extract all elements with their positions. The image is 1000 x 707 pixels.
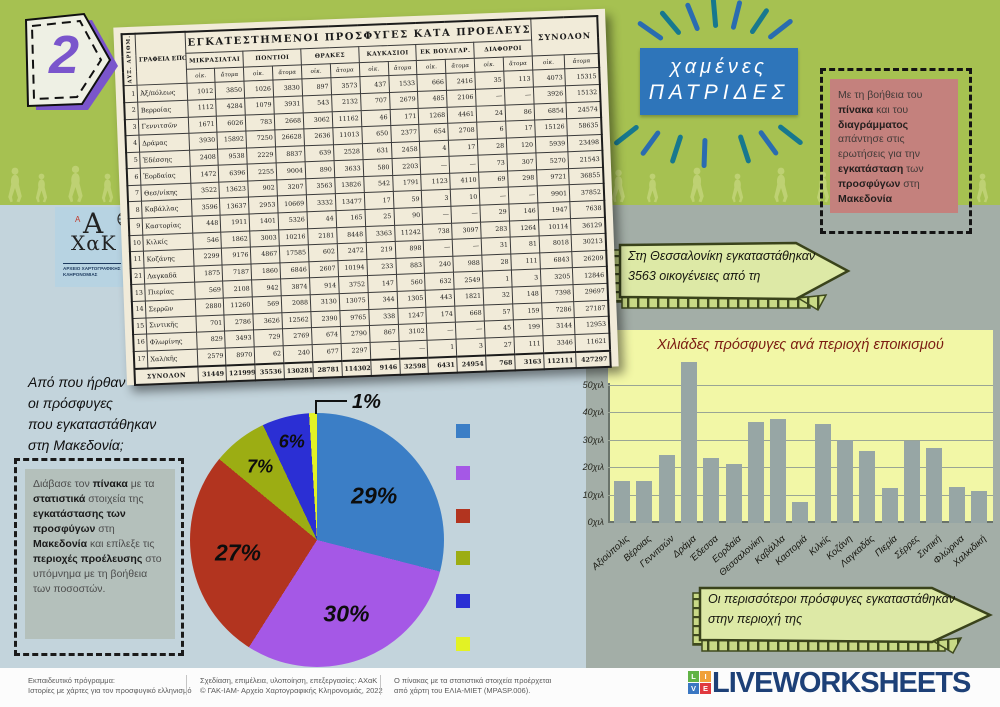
legend-swatch-5[interactable] — [456, 594, 470, 608]
pie-slice-label: 29% — [351, 482, 398, 509]
gridline — [608, 412, 993, 413]
bar-chart-y-axis — [608, 383, 610, 523]
pie-slice-label: 27% — [214, 539, 261, 566]
badge-shape — [24, 12, 118, 110]
pie-slice-label: 6% — [278, 431, 305, 452]
logo-square-V: V — [688, 683, 699, 694]
legend-swatch-1[interactable] — [456, 424, 470, 438]
footer-credit-source: Ο πίνακας με τα στατιστικά στοιχεία προέ… — [394, 676, 552, 695]
axak-letter-a: Α — [83, 207, 104, 240]
badge-number: 2 — [48, 25, 80, 85]
y-tick-label: 10χιλ — [582, 489, 604, 500]
footer-divider — [186, 675, 187, 695]
bar-Δράμα — [680, 361, 697, 523]
refugee-table-paper: ΑΥΞ. ΑΡΙΘΜ. ΓΡΑΦΕΙΑ ΕΠΟΙΚΙΣΜΟΥ ΕΓΚΑΤΕΣΤΗΜΕ… — [113, 8, 619, 387]
axak-caption: ΑΡΧΕΙΟ ΧΑΡΤΟΓΡΑΦΙΚΗΣ ΚΛΗΡΟΝΟΜΙΑΣ — [63, 263, 121, 278]
gray-instruction-note: Διάβασε τον πίνακα με τα στατιστικά στοι… — [25, 469, 175, 639]
page-title-line1: χαμένες — [670, 56, 768, 78]
bar-Καβάλλα — [770, 418, 787, 523]
footer-credit-design: Σχεδίαση, επιμέλεια, υλοποίηση, επεξεργα… — [200, 676, 383, 695]
bar-Κοζάνη — [837, 439, 853, 523]
person-silhouette — [610, 169, 627, 203]
legend-swatch-3[interactable] — [456, 509, 470, 523]
step-badge: 2 — [22, 10, 122, 114]
axak-letters: ΧαΚ — [71, 231, 117, 255]
pie-slice-label: 7% — [247, 456, 274, 477]
pie-chart — [190, 413, 444, 667]
pie-label-1pct: 1% — [352, 391, 381, 413]
answer-banner-thessaloniki — [610, 240, 860, 319]
axak-small-red: A — [75, 215, 81, 224]
footer-divider — [380, 675, 381, 695]
banner-thessaloniki-line2: 3563 οικογένειες από τη — [628, 268, 818, 283]
person-silhouette — [66, 165, 85, 203]
bar-Καστοριά — [792, 502, 809, 523]
gridline — [608, 439, 993, 441]
refugee-table: ΑΥΞ. ΑΡΙΘΜ. ΓΡΑΦΕΙΑ ΕΠΟΙΚΙΣΜΟΥ ΕΓΚΑΤΕΣΤΗΜΕ… — [120, 14, 612, 387]
y-tick-label: 40χιλ — [582, 407, 604, 417]
person-silhouette — [688, 167, 706, 203]
legend-swatch-4[interactable] — [456, 551, 470, 565]
banner-region-line2: στην περιοχή της — [708, 611, 860, 626]
y-tick-label: 20χιλ — [582, 462, 604, 472]
person-silhouette — [730, 173, 745, 203]
pink-instruction-note: Με τη βοήθεια του πίνακα και του διαγράμ… — [830, 79, 958, 213]
y-tick-label: 30χιλ — [582, 434, 604, 445]
pie-callout-line — [315, 400, 347, 414]
bar-Αξιούπολις — [614, 480, 630, 523]
bar-Βέροιας — [636, 481, 653, 523]
bar-Λαγκαδάς — [859, 450, 876, 523]
y-tick-label: 50χιλ — [582, 379, 604, 390]
bar-chart-title: Χιλιάδες πρόσφυγες ανά περιοχή εποικισμο… — [657, 337, 944, 353]
person-silhouette — [645, 173, 660, 203]
bar-Εορδαία — [725, 463, 742, 523]
person-silhouette — [34, 173, 49, 203]
person-silhouette — [6, 167, 24, 203]
gridline — [608, 467, 993, 468]
gridline — [608, 494, 993, 496]
bar-Γεννιτσών — [658, 455, 675, 523]
legend-swatch-2[interactable] — [456, 466, 470, 480]
bar-Σιντική — [926, 448, 943, 523]
answer-banner-region — [690, 583, 1000, 660]
bar-Κιλκίς — [814, 423, 831, 523]
answer-blank-origin[interactable] — [760, 268, 818, 280]
legend-swatch-6[interactable] — [456, 637, 470, 651]
page-title-line2: ΠΑΤΡΙΔΕΣ — [648, 81, 790, 104]
pie-slice-label: 30% — [323, 600, 370, 627]
y-tick-label: 0χιλ — [587, 517, 604, 527]
logo-square-E: E — [700, 683, 711, 694]
person-silhouette — [100, 173, 115, 203]
gridline — [608, 384, 993, 386]
liveworksheets-logo-text: LIVEWORKSHEETS — [712, 667, 971, 699]
banner-arrow-shape — [692, 586, 993, 655]
bar-Φλώρινα — [948, 487, 965, 523]
banner-thessaloniki-line1: Στη Θεσσαλονίκη εγκαταστάθηκαν — [628, 249, 816, 263]
bar-chart: Χιλιάδες πρόσφυγες ανά περιοχή εποικισμο… — [608, 330, 993, 523]
banner-arrow-shape — [612, 241, 851, 312]
banner-region-line1: Οι περισσότεροι πρόσφυγες εγκαταστάθηκαν — [708, 592, 956, 606]
person-silhouette — [772, 167, 790, 203]
bar-Πιερία — [881, 487, 898, 523]
footer-strip — [0, 668, 1000, 707]
gray-note-dashed-border — [14, 458, 184, 656]
question-text: Από που ήρθαν οι πρόσφυγες που εγκαταστά… — [28, 374, 157, 453]
bar-Σέρρες — [903, 441, 920, 523]
bar-Έδεσσα — [703, 458, 720, 523]
page-title: χαμένες ΠΑΤΡΙΔΕΣ — [640, 48, 798, 115]
logo-square-L: L — [688, 671, 699, 682]
person-silhouette — [975, 173, 990, 203]
bar-Χαλκιδική — [970, 491, 987, 523]
bar-Θεσσαλονίκη — [747, 421, 764, 523]
footer-credit-program: Εκπαιδευτικό πρόγραμμα: Ιστορίες με χάρτ… — [28, 676, 192, 695]
pink-note-dashed-border — [820, 68, 972, 234]
logo-square-I: I — [700, 671, 711, 682]
answer-blank-region[interactable] — [802, 611, 860, 623]
